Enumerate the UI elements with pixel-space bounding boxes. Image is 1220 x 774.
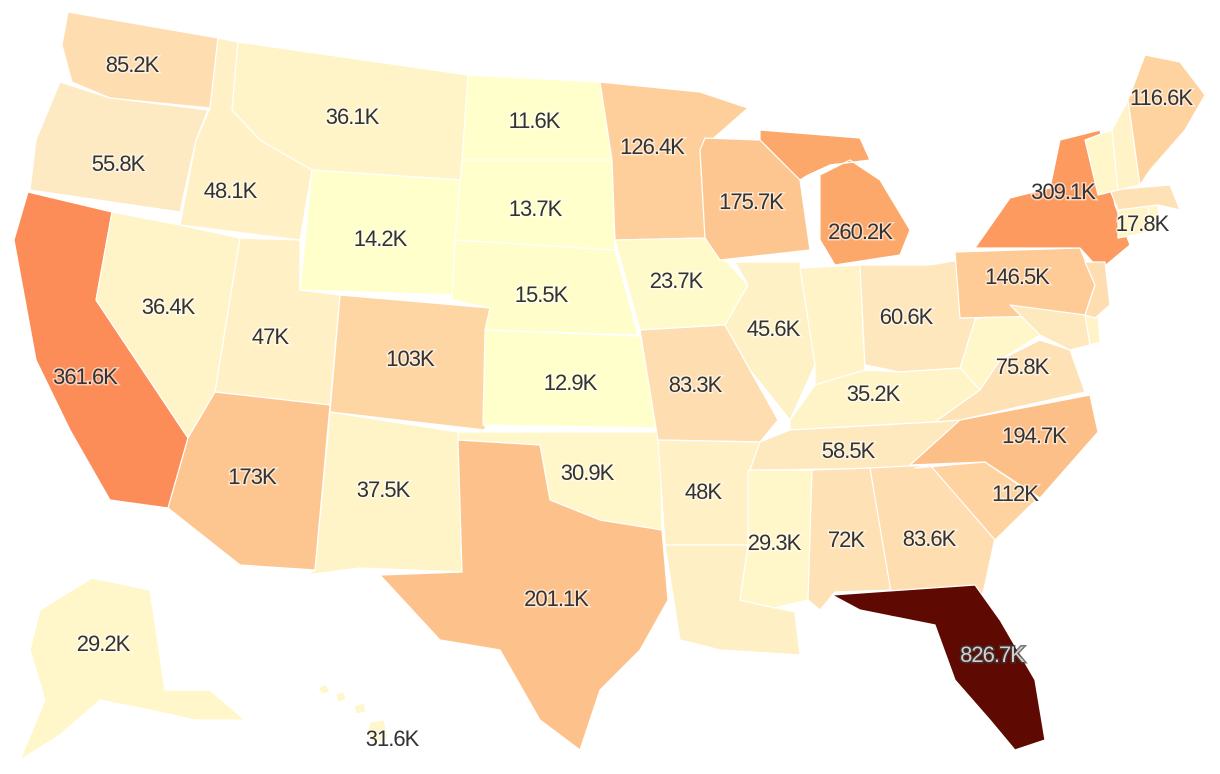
state-label-co: 103K — [386, 346, 435, 371]
state-label-sc: 112K — [992, 481, 1039, 506]
state-label-ia: 23.7K — [650, 268, 704, 293]
state-label-va: 75.8K — [996, 354, 1050, 379]
state-label-ca: 361.6K — [53, 364, 118, 389]
state-label-ma: 17.8K — [1116, 211, 1170, 236]
state-label-or: 55.8K — [92, 151, 146, 176]
state-shape-ak[interactable] — [19, 577, 246, 761]
state-label-hi: 31.6K — [366, 726, 420, 751]
state-shape-ma[interactable] — [1109, 184, 1181, 211]
state-label-nm: 37.5K — [357, 477, 411, 502]
state-label-ga: 83.6K — [903, 526, 957, 551]
state-label-mt: 36.1K — [326, 104, 380, 129]
state-label-nd: 11.6K — [509, 108, 561, 133]
state-label-il: 45.6K — [747, 316, 801, 341]
state-shape-nj[interactable] — [1084, 261, 1111, 319]
state-label-nv: 36.4K — [142, 294, 196, 319]
state-shapes — [13, 11, 1206, 761]
state-shape-co[interactable] — [329, 294, 491, 431]
state-label-wi: 175.7K — [719, 189, 784, 214]
state-label-ut: 47K — [252, 324, 289, 349]
state-label-tx: 201.1K — [524, 586, 589, 611]
state-label-ny: 309.1K — [1031, 179, 1096, 204]
state-label-fl: 826.7K — [960, 642, 1025, 667]
state-label-ak: 29.2K — [77, 631, 131, 656]
state-shape-md[interactable] — [1009, 304, 1091, 351]
state-label-al: 72K — [828, 527, 865, 552]
state-label-oh: 60.6K — [880, 304, 934, 329]
state-shape-mi[interactable] — [759, 129, 911, 266]
state-label-mn: 126.4K — [620, 134, 685, 159]
state-label-pa: 146.5K — [985, 264, 1050, 289]
state-label-me: 116.6K — [1130, 85, 1193, 110]
state-label-ok: 30.9K — [561, 460, 615, 485]
state-label-tn: 58.5K — [822, 438, 876, 463]
state-label-ky: 35.2K — [847, 381, 901, 406]
state-label-nc: 194.7K — [1002, 423, 1067, 448]
state-shape-me[interactable] — [1127, 54, 1206, 186]
state-value-labels: 85.2K 55.8K 361.6K 48.1K 36.4K 36.1K 14.2K 47K 1… — [52, 50, 1196, 752]
state-label-mi: 260.2K — [828, 219, 893, 244]
state-label-ne: 15.5K — [515, 282, 569, 307]
state-label-sd: 13.7K — [509, 196, 563, 221]
state-label-wy: 14.2K — [354, 226, 408, 251]
state-label-wa: 85.2K — [106, 52, 160, 77]
state-shape-or[interactable] — [29, 81, 209, 213]
state-label-ar: 48K — [685, 479, 722, 504]
state-shape-ga[interactable] — [869, 464, 996, 599]
state-label-ms: 29.3K — [748, 530, 802, 555]
state-label-id: 48.1K — [204, 178, 258, 203]
state-label-az: 173K — [228, 464, 277, 489]
state-shape-tx[interactable] — [379, 439, 669, 751]
state-shape-hi[interactable] — [317, 683, 389, 745]
state-shape-fl[interactable] — [831, 584, 1046, 751]
state-label-ks: 12.9K — [544, 370, 598, 395]
state-label-mo: 83.3K — [669, 372, 723, 397]
